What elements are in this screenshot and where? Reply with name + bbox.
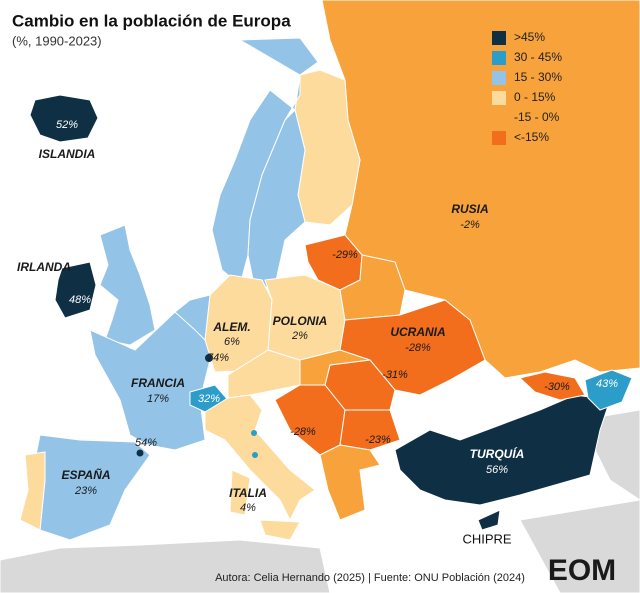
value-label: 74% bbox=[207, 352, 229, 364]
legend-swatch bbox=[492, 111, 506, 125]
vatican bbox=[252, 452, 258, 458]
country-value: -28% bbox=[405, 342, 431, 354]
legend-swatch bbox=[492, 131, 506, 145]
country-name: ESPAÑA bbox=[61, 467, 110, 482]
country-value: 2% bbox=[291, 330, 308, 342]
country-value: 56% bbox=[486, 464, 508, 476]
legend: >45% 30 - 45% 15 - 30% 0 - 15% -15 - 0% <-15% bbox=[492, 30, 562, 145]
legend-label: 15 - 30% bbox=[514, 70, 562, 84]
country-value: 52% bbox=[56, 119, 78, 131]
legend-label: >45% bbox=[514, 30, 545, 44]
greece bbox=[319, 444, 381, 521]
value-label: -29% bbox=[332, 249, 358, 261]
andorra bbox=[136, 449, 144, 457]
san-marino bbox=[251, 430, 257, 436]
luxembourg bbox=[205, 354, 213, 362]
country-name: ITALIA bbox=[229, 486, 267, 500]
country-value: 4% bbox=[240, 502, 256, 514]
subtitle: (%, 1990-2023) bbox=[12, 33, 102, 48]
country-name: ISLANDIA bbox=[39, 147, 96, 161]
country-value: 48% bbox=[69, 294, 91, 306]
portugal bbox=[19, 451, 46, 531]
turkey bbox=[394, 394, 611, 506]
legend-label: -15 - 0% bbox=[514, 110, 560, 124]
legend-swatch bbox=[492, 71, 506, 85]
italy bbox=[204, 394, 316, 541]
georgia bbox=[518, 371, 586, 401]
value-label: 54% bbox=[135, 437, 157, 449]
logo: EOM bbox=[548, 554, 616, 587]
ireland bbox=[54, 261, 97, 319]
legend-label: 30 - 45% bbox=[514, 50, 562, 64]
country-name: RUSIA bbox=[451, 202, 488, 216]
legend-label: <-15% bbox=[514, 130, 549, 144]
credit: Autora: Celia Hernando (2025) | Fuente: … bbox=[215, 572, 525, 584]
legend-label: 0 - 15% bbox=[514, 90, 556, 104]
country-value: 6% bbox=[224, 336, 240, 348]
country-name: ALEM. bbox=[212, 320, 250, 334]
legend-swatch bbox=[492, 51, 506, 65]
country-value: 17% bbox=[147, 393, 169, 405]
country-name: TURQUÍA bbox=[470, 446, 525, 461]
background-land bbox=[0, 409, 640, 593]
azerbaijan bbox=[584, 369, 633, 411]
value-label: -23% bbox=[365, 434, 391, 446]
country-name: CHIPRE bbox=[462, 531, 511, 546]
value-label: 32% bbox=[198, 393, 220, 405]
benelux bbox=[174, 294, 211, 342]
value-label: -30% bbox=[544, 381, 570, 393]
country-name: IRLANDA bbox=[17, 260, 71, 274]
country-name: POLONIA bbox=[273, 314, 328, 328]
bulgaria bbox=[339, 409, 401, 451]
country-value: 23% bbox=[74, 485, 97, 497]
country-name: FRANCIA bbox=[131, 376, 185, 390]
country-value: -2% bbox=[460, 219, 480, 231]
legend-swatch bbox=[492, 91, 506, 105]
country-name: UCRANIA bbox=[390, 325, 445, 339]
value-label: -31% bbox=[382, 369, 408, 381]
uk bbox=[99, 224, 156, 346]
title: Cambio en la población de Europa bbox=[12, 11, 291, 30]
iceland bbox=[29, 94, 99, 143]
legend-swatch bbox=[492, 31, 506, 45]
value-label: -28% bbox=[290, 426, 316, 438]
value-label: 43% bbox=[596, 378, 618, 390]
cyprus bbox=[477, 509, 501, 531]
